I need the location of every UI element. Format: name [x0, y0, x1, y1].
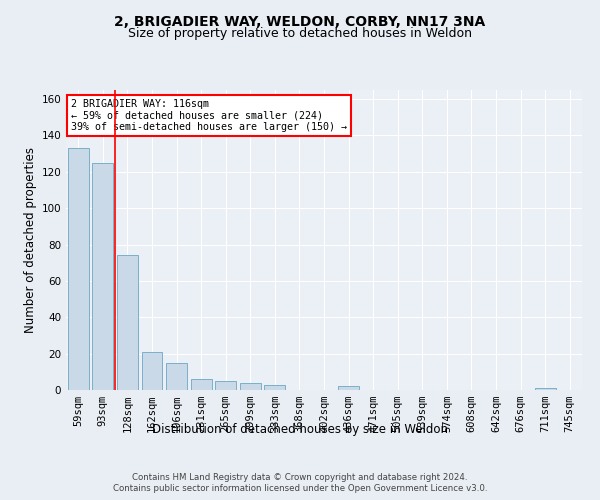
- Text: Distribution of detached houses by size in Weldon: Distribution of detached houses by size …: [152, 422, 448, 436]
- Text: 2, BRIGADIER WAY, WELDON, CORBY, NN17 3NA: 2, BRIGADIER WAY, WELDON, CORBY, NN17 3N…: [115, 15, 485, 29]
- Bar: [166, 362, 187, 390]
- Text: 2 BRIGADIER WAY: 116sqm
← 59% of detached houses are smaller (224)
39% of semi-d: 2 BRIGADIER WAY: 116sqm ← 59% of detache…: [71, 99, 347, 132]
- Bar: [535, 388, 556, 390]
- Bar: [191, 379, 212, 390]
- Bar: [92, 162, 113, 390]
- Bar: [338, 386, 359, 390]
- Text: Contains HM Land Registry data © Crown copyright and database right 2024.: Contains HM Land Registry data © Crown c…: [132, 472, 468, 482]
- Bar: [240, 382, 261, 390]
- Bar: [215, 381, 236, 390]
- Bar: [68, 148, 89, 390]
- Bar: [117, 256, 138, 390]
- Text: Size of property relative to detached houses in Weldon: Size of property relative to detached ho…: [128, 28, 472, 40]
- Text: Contains public sector information licensed under the Open Government Licence v3: Contains public sector information licen…: [113, 484, 487, 493]
- Bar: [142, 352, 163, 390]
- Bar: [265, 384, 286, 390]
- Y-axis label: Number of detached properties: Number of detached properties: [24, 147, 37, 333]
